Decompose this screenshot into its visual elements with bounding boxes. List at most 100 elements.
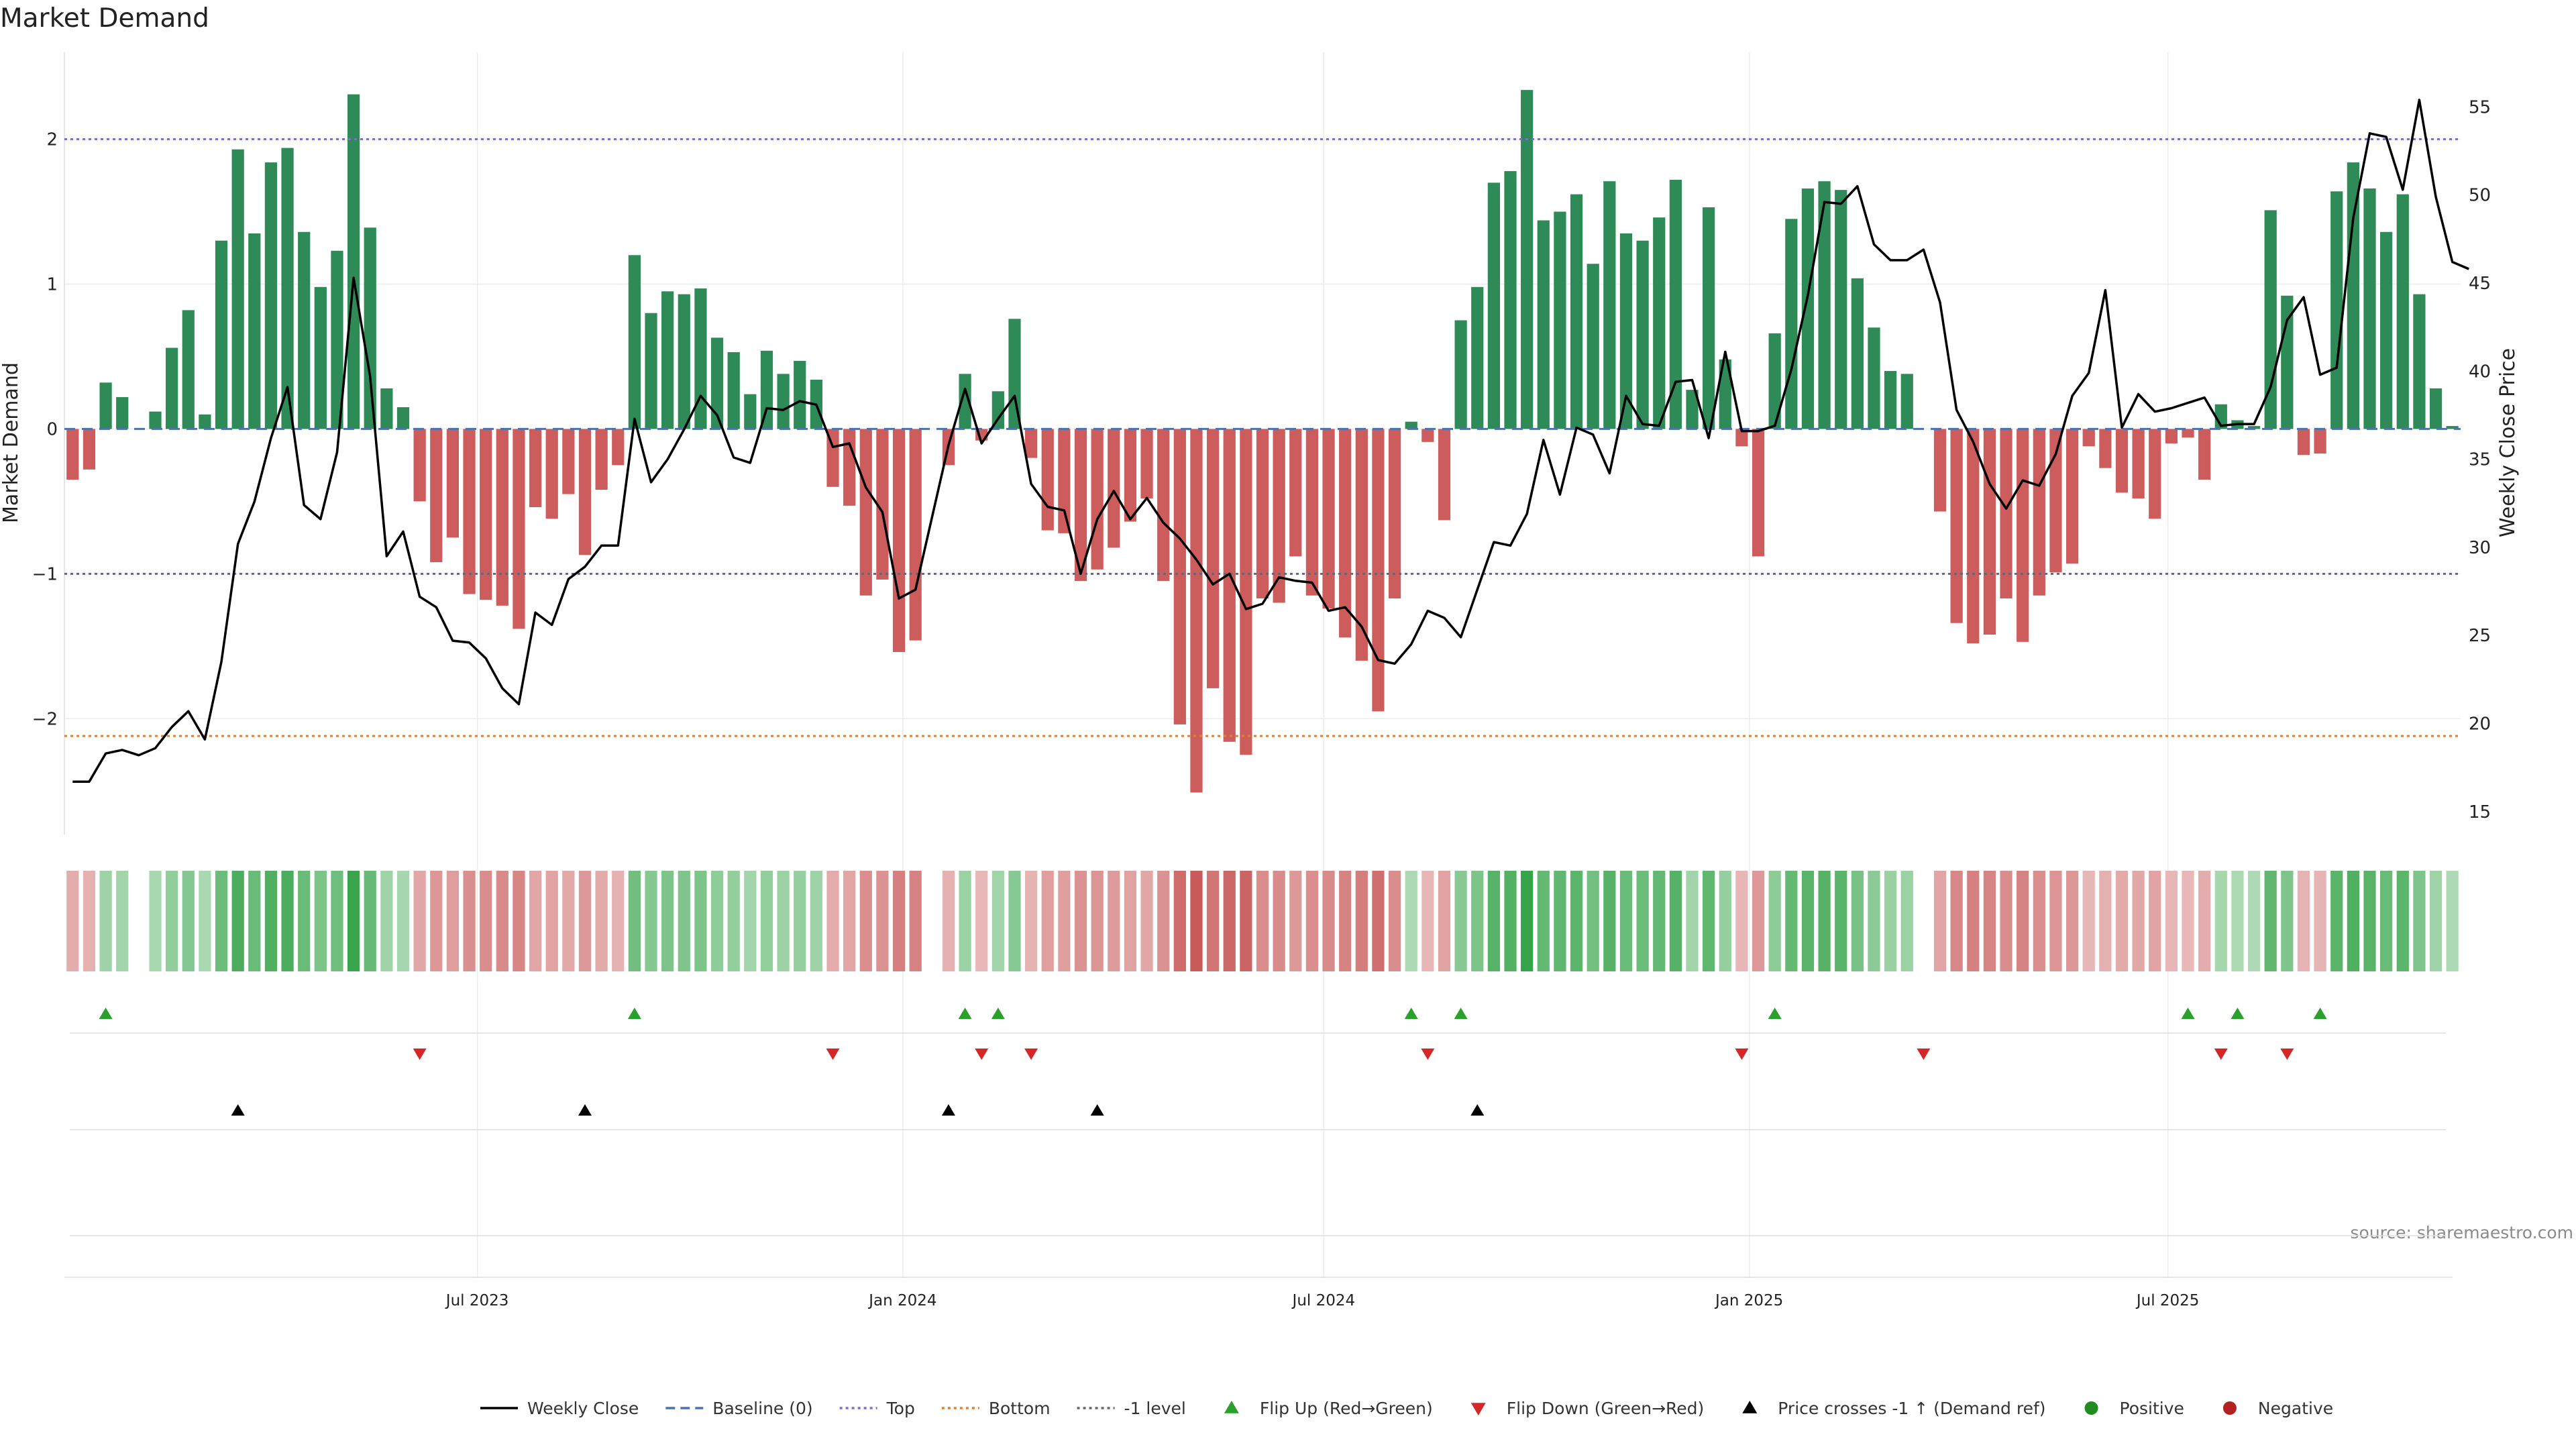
heat-strip-cell bbox=[2198, 871, 2211, 971]
demand-bar bbox=[1256, 429, 1269, 599]
heat-strip-cell bbox=[2214, 871, 2227, 971]
heat-strip-cell bbox=[645, 871, 657, 971]
heat-strip-cell bbox=[2264, 871, 2277, 971]
x-date-label: Jan 2024 bbox=[867, 1292, 936, 1309]
legend-item-top: Top bbox=[839, 1399, 915, 1418]
legend-item-price_cross: Price crosses -1 ↑ (Demand ref) bbox=[1742, 1399, 2046, 1418]
heat-strip-cell bbox=[1900, 871, 1913, 971]
demand-bar bbox=[661, 291, 674, 429]
price-cross-marker bbox=[1470, 1104, 1485, 1116]
demand-bar bbox=[628, 255, 641, 429]
heat-strip-cell bbox=[1438, 871, 1451, 971]
demand-bar bbox=[1091, 429, 1104, 570]
heat-strip-cell bbox=[1322, 871, 1335, 971]
demand-bar bbox=[1851, 278, 1864, 429]
heat-strip-cell bbox=[529, 871, 542, 971]
heat-strip-cell bbox=[1421, 871, 1434, 971]
demand-bar bbox=[545, 429, 558, 519]
demand-bar bbox=[1289, 429, 1302, 557]
heat-strip-cell bbox=[1008, 871, 1021, 971]
flip-down-marker bbox=[975, 1049, 989, 1060]
demand-bar bbox=[2000, 429, 2012, 599]
heat-strip-cell bbox=[1653, 871, 1666, 971]
heat-strip-cell bbox=[2429, 871, 2443, 971]
heat-strip-cell bbox=[876, 871, 889, 971]
x-date-label: Jul 2025 bbox=[2135, 1292, 2200, 1309]
heat-strip-cell bbox=[942, 871, 955, 971]
heat-strip-cell bbox=[628, 871, 641, 971]
y-tick-label: 1 bbox=[46, 274, 58, 294]
legend-label: Flip Up (Red→Green) bbox=[1260, 1399, 1433, 1418]
heat-strip-cell bbox=[843, 871, 856, 971]
heat-strip-cell bbox=[1521, 871, 1534, 971]
demand-bar bbox=[1603, 181, 1616, 429]
flip-up-marker bbox=[991, 1008, 1005, 1019]
demand-bar bbox=[264, 162, 278, 429]
heat-strip-cell bbox=[1967, 871, 1980, 971]
demand-bar bbox=[892, 429, 906, 652]
flip-down-marker bbox=[413, 1049, 427, 1060]
demand-bar bbox=[760, 350, 773, 429]
heat-strip-cell bbox=[66, 871, 79, 971]
heat-strip-cell bbox=[1305, 871, 1319, 971]
heat-strip-cell bbox=[2347, 871, 2359, 971]
y2-axis-label: Weekly Close Price bbox=[2496, 348, 2520, 537]
heat-strip-cell bbox=[331, 871, 343, 971]
heat-strip-cell bbox=[1950, 871, 1963, 971]
demand-bar bbox=[1983, 429, 1996, 635]
demand-bar bbox=[396, 407, 410, 429]
demand-bar bbox=[463, 429, 476, 594]
heat-strip-cell bbox=[678, 871, 690, 971]
heat-strip-cell bbox=[1835, 871, 1847, 971]
price-cross-marker bbox=[941, 1104, 955, 1116]
flip-up-marker bbox=[1404, 1008, 1418, 1019]
heat-strip-cell bbox=[727, 871, 740, 971]
demand-bar bbox=[1785, 219, 1798, 429]
demand-bar bbox=[1240, 429, 1252, 755]
demand-bar bbox=[1669, 180, 1682, 429]
flip-down-marker bbox=[2280, 1049, 2294, 1060]
legend-label: Positive bbox=[2120, 1399, 2184, 1418]
demand-bar bbox=[2314, 429, 2326, 454]
heat-strip-cell bbox=[744, 871, 757, 971]
demand-bar bbox=[1388, 429, 1401, 599]
demand-bar bbox=[529, 429, 542, 508]
heat-strip-cell bbox=[413, 871, 426, 971]
heat-strip-cell bbox=[347, 871, 360, 971]
flip-up-marker bbox=[99, 1008, 113, 1019]
heat-strip-cell bbox=[2380, 871, 2393, 971]
heat-strip-cell bbox=[380, 871, 393, 971]
heat-strip-cell bbox=[1868, 871, 1880, 971]
demand-bar bbox=[1868, 327, 1880, 429]
demand-bar bbox=[149, 411, 162, 429]
heat-strip-cell bbox=[513, 871, 525, 971]
demand-bar bbox=[1454, 320, 1467, 429]
heat-strip-cell bbox=[1933, 871, 1947, 971]
heat-strip-cell bbox=[1587, 871, 1599, 971]
demand-bar bbox=[909, 429, 922, 641]
demand-bar bbox=[364, 227, 376, 429]
demand-bar bbox=[413, 429, 426, 502]
demand-bar bbox=[1521, 90, 1534, 429]
demand-bar bbox=[99, 382, 112, 429]
heat-strip-cell bbox=[1273, 871, 1285, 971]
flip-up-marker bbox=[627, 1008, 641, 1019]
heat-strip-cell bbox=[859, 871, 872, 971]
demand-bar bbox=[1686, 390, 1699, 429]
price-cross-marker bbox=[578, 1104, 592, 1116]
heat-strip-cell bbox=[2247, 871, 2261, 971]
demand-bar bbox=[876, 429, 889, 580]
legend-label: Negative bbox=[2258, 1399, 2333, 1418]
demand-bar bbox=[1735, 429, 1748, 447]
heat-strip-cell bbox=[2132, 871, 2145, 971]
heat-strip-cell bbox=[2082, 871, 2095, 971]
heat-strip-cell bbox=[2330, 871, 2343, 971]
legend-label: Baseline (0) bbox=[712, 1399, 812, 1418]
demand-bar bbox=[1768, 333, 1781, 429]
demand-bar bbox=[1305, 429, 1319, 596]
demand-bar bbox=[826, 429, 839, 487]
price-cross-marker bbox=[231, 1104, 245, 1116]
heat-strip-cell bbox=[1157, 871, 1170, 971]
heat-strip-cell bbox=[710, 871, 724, 971]
flip-down-marker bbox=[1735, 1049, 1749, 1060]
